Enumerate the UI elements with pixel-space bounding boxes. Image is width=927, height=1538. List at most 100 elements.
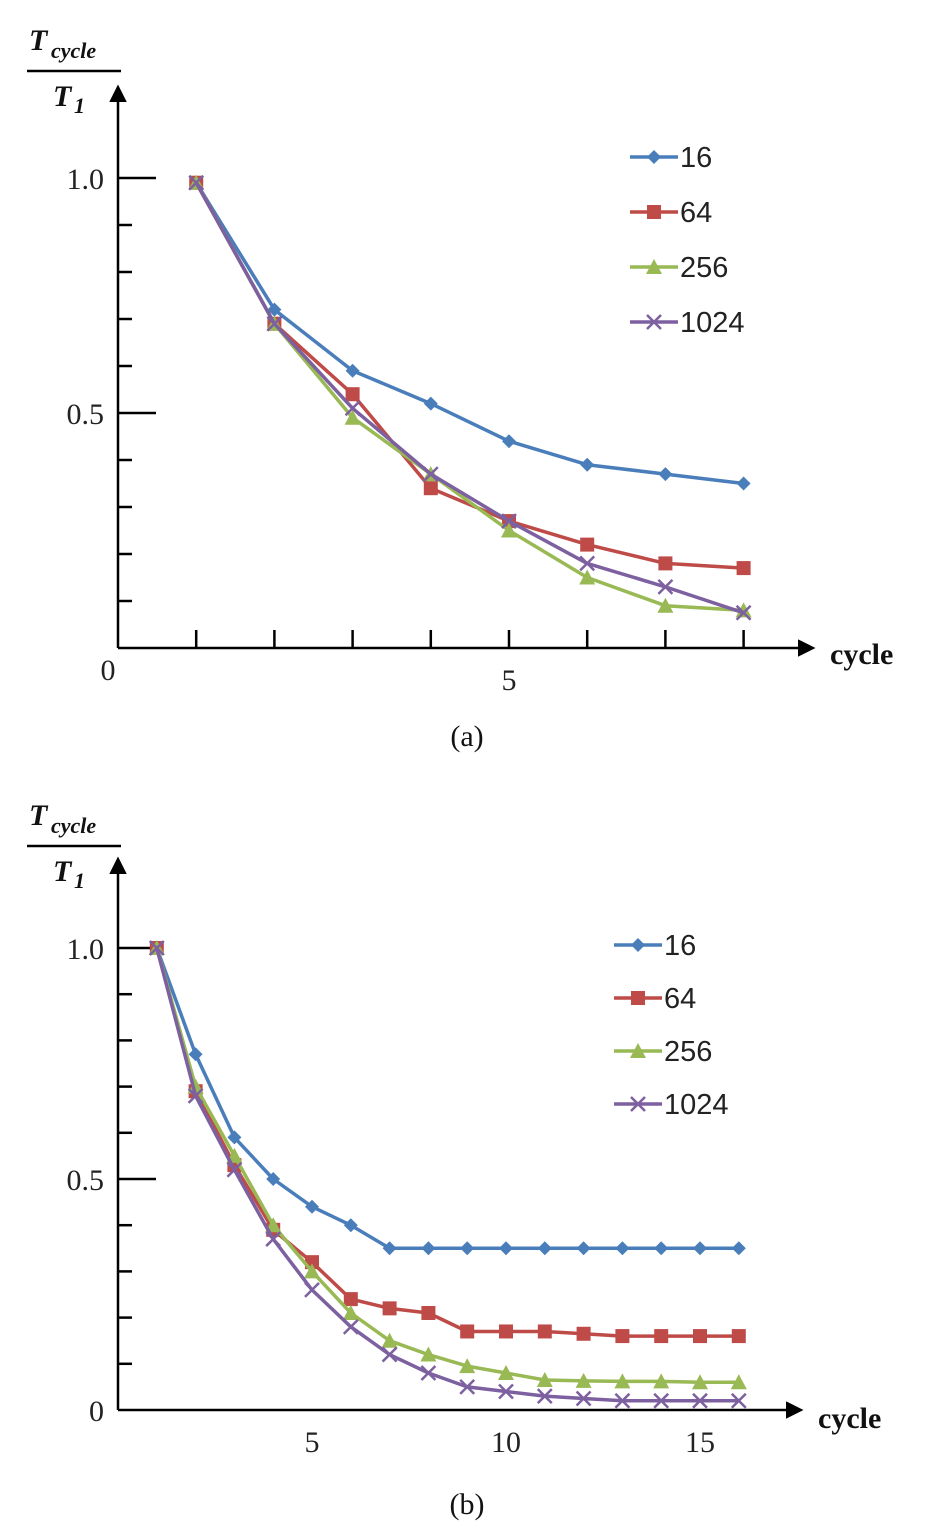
data-point: [344, 400, 361, 417]
data-point: [498, 1383, 514, 1400]
series-16: [189, 175, 751, 491]
series-1024: [148, 940, 747, 1409]
data-point: [305, 1199, 319, 1214]
data-point: [693, 1329, 707, 1344]
data-point: [226, 1161, 243, 1178]
data-point: [658, 556, 673, 571]
data-point: [266, 1172, 281, 1186]
legend-item-64: 64: [630, 197, 712, 229]
series-line-256: [155, 947, 739, 1385]
data-point: [615, 1241, 630, 1256]
y-tick-label: 1.0: [67, 933, 105, 966]
data-point: [342, 1304, 359, 1320]
y-tick-label: 1.0: [67, 163, 105, 196]
data-point: [654, 1329, 669, 1344]
data-point: [498, 1365, 514, 1381]
data-point: [731, 1241, 746, 1256]
legend-marker: [646, 259, 662, 274]
data-point: [345, 363, 360, 378]
data-point: [265, 1231, 282, 1247]
data-point: [266, 315, 283, 332]
x-axis-label: cycle: [830, 638, 893, 671]
x-tick-label: 5: [502, 664, 517, 697]
x-tick-label: 5: [305, 1426, 320, 1459]
series-16: [149, 941, 746, 1256]
data-point: [460, 1324, 475, 1339]
data-point: [580, 537, 595, 552]
legend-marker: [647, 150, 661, 164]
data-point: [343, 1218, 358, 1233]
y-label-denominator: T: [53, 80, 73, 113]
x-tick-label: 10: [491, 1426, 521, 1459]
series-1024: [188, 174, 752, 621]
data-point: [692, 1392, 708, 1409]
data-point: [304, 1281, 320, 1298]
data-point: [537, 1324, 552, 1339]
data-point: [381, 1346, 398, 1363]
data-point: [422, 466, 439, 482]
series-64: [189, 175, 751, 576]
legend-item-16: 16: [614, 930, 696, 962]
legend-item-1024: 1024: [614, 1089, 729, 1121]
data-point: [730, 1374, 747, 1390]
data-point: [657, 597, 674, 613]
legend-marker: [646, 314, 662, 330]
data-point: [735, 602, 752, 618]
data-point: [267, 302, 282, 317]
y-tick-label: 0: [89, 1395, 104, 1428]
data-point: [420, 1346, 437, 1362]
data-point: [188, 174, 205, 191]
y-label-numerator-sub: cycle: [51, 38, 96, 63]
data-point: [657, 579, 674, 595]
data-point: [420, 1365, 437, 1381]
data-point: [537, 1241, 552, 1256]
data-point: [423, 396, 438, 411]
y-label-numerator: T: [29, 24, 49, 57]
data-point: [736, 561, 751, 576]
x-tick-label: 0: [101, 654, 116, 687]
data-point: [502, 434, 516, 449]
data-point: [575, 1372, 592, 1388]
legend-label: 1024: [680, 307, 745, 339]
data-point: [730, 1392, 747, 1409]
data-point: [614, 1392, 631, 1409]
data-point: [658, 467, 673, 482]
data-point: [501, 522, 517, 538]
y-label-denominator-sub: 1: [74, 93, 85, 118]
legend-label: 256: [680, 252, 728, 284]
data-point: [460, 1241, 475, 1256]
data-point: [344, 409, 361, 425]
legend-label: 256: [664, 1036, 712, 1068]
y-tick-label: 0.5: [67, 398, 105, 431]
legend-marker: [631, 991, 645, 1005]
y-label-numerator: T: [29, 799, 49, 832]
data-point: [423, 481, 438, 496]
data-point: [692, 1374, 708, 1390]
data-point: [614, 1373, 631, 1389]
y-tick-label: 0.5: [67, 1164, 105, 1197]
data-point: [499, 1324, 513, 1339]
data-point: [342, 1318, 359, 1335]
data-point: [576, 1241, 591, 1256]
legend-marker: [630, 1043, 646, 1058]
data-point: [536, 1388, 553, 1405]
data-point: [693, 1241, 707, 1256]
y-label-numerator-sub: cycle: [51, 813, 96, 838]
data-point: [653, 1373, 670, 1389]
legend-label: 1024: [664, 1089, 729, 1121]
data-point: [499, 1241, 513, 1256]
data-point: [345, 387, 360, 402]
legend-item-16: 16: [630, 142, 712, 174]
data-point: [735, 604, 752, 621]
legend-marker: [630, 1096, 646, 1112]
data-point: [575, 1390, 592, 1407]
chart-caption: (b): [450, 1488, 485, 1521]
legend-item-256: 256: [630, 252, 728, 284]
data-point: [536, 1371, 553, 1387]
legend-item-256: 256: [614, 1036, 712, 1068]
data-point: [227, 1130, 242, 1145]
legend-item-64: 64: [614, 983, 696, 1015]
